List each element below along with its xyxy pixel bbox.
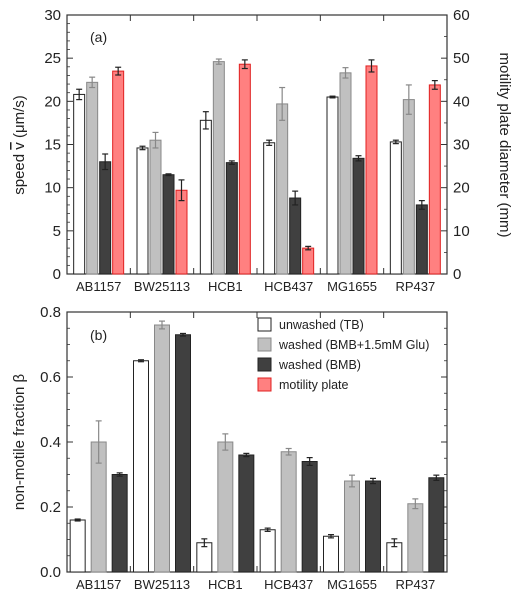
x-tick-label: RP437 — [395, 279, 435, 294]
bar-motility-plate — [112, 70, 125, 275]
legend-label-washed-bmb-glu: washed (BMB+1.5mM Glu) — [278, 338, 429, 352]
y-tick-label: 0.0 — [40, 564, 61, 581]
x-tick-label: BW25113 — [134, 279, 190, 294]
x-tick-label: HCB437 — [264, 577, 313, 592]
legend: unwashed (TB) washed (BMB+1.5mM Glu) washe… — [257, 317, 429, 392]
x-tick-label: HCB1 — [208, 577, 243, 592]
bar-washed-bmb — [111, 474, 128, 573]
panel-b-bars — [69, 324, 445, 573]
x-tick-label: AB1157 — [76, 279, 121, 294]
bar-unwashed-tb — [323, 535, 339, 573]
x-tick-label: RP437 — [395, 577, 435, 592]
right-y-tick-label: 20 — [453, 180, 470, 197]
right-y-tick-label: 60 — [453, 7, 470, 24]
legend-swatch-motility-plate — [257, 377, 272, 392]
legend-swatch-washed-bmb — [257, 357, 272, 372]
y-tick-label: 0 — [53, 266, 61, 283]
bar-unwashed-tb — [326, 96, 339, 275]
bar-motility-plate — [175, 189, 188, 275]
panel-b-y-axis-title: non-motile fraction β — [11, 374, 28, 511]
bar-washed-bmb-glu — [217, 441, 234, 573]
y-tick-label: 0.4 — [40, 434, 61, 451]
bar-washed-bmb-glu — [407, 503, 424, 573]
panel-b-error-bars — [74, 320, 440, 548]
bar-unwashed-tb — [259, 529, 276, 573]
bar-unwashed-tb — [199, 119, 212, 275]
panel-b: (b) 0.0 0.2 0.4 0.6 0.8 AB1157 BW25113 HCB1 HCB… — [11, 304, 448, 592]
y-tick-label: 0.8 — [40, 304, 61, 321]
x-tick-label: BW25113 — [134, 577, 190, 592]
bar-washed-bmb-glu — [276, 103, 289, 275]
panel-a-y-axis-title: speed v (μm/s) — [11, 95, 28, 195]
y-tick-label: 30 — [44, 7, 61, 24]
y-tick-label: 25 — [44, 50, 61, 67]
bar-washed-bmb — [175, 334, 191, 573]
bar-washed-bmb-glu — [154, 324, 170, 573]
y-tick-label: 5 — [53, 223, 61, 240]
panel-a-x-tick-labels: AB1157 BW25113 HCB1 HCB437 MG1655 RP437 — [76, 279, 435, 294]
right-y-tick-label: 0 — [453, 266, 461, 283]
right-y-tick-label: 50 — [453, 50, 470, 67]
panel-b-tag: (b) — [90, 327, 107, 343]
bar-unwashed-tb — [263, 142, 276, 275]
y-tick-label: 0.6 — [40, 369, 61, 386]
panel-b-y-tick-labels: 0.0 0.2 0.4 0.6 0.8 — [40, 304, 61, 581]
right-y-tick-label: 40 — [453, 93, 470, 110]
bar-washed-bmb — [162, 174, 175, 275]
bar-washed-bmb — [301, 461, 318, 573]
bar-unwashed-tb — [69, 519, 86, 573]
x-tick-label: MG1655 — [327, 577, 377, 592]
right-y-tick-label: 10 — [453, 223, 470, 240]
panel-a-right-y-tick-labels: 0 10 20 30 40 50 60 — [453, 7, 470, 283]
bar-washed-bmb-glu — [86, 81, 99, 275]
panel-b-x-tick-labels: AB1157 BW25113 HCB1 HCB437 MG1655 RP437 — [76, 577, 435, 592]
bar-washed-bmb — [352, 157, 365, 275]
v-bar-symbol: v — [11, 142, 28, 150]
bar-washed-bmb — [428, 477, 445, 573]
panel-a-tag: (a) — [90, 29, 107, 45]
y-tick-label: 20 — [44, 93, 61, 110]
y-tick-label: 0.2 — [40, 499, 61, 516]
legend-label-unwashed-tb: unwashed (TB) — [279, 318, 364, 332]
legend-swatch-unwashed-tb — [257, 317, 272, 332]
bar-washed-bmb-glu — [402, 99, 415, 275]
bar-motility-plate — [365, 65, 378, 275]
bar-washed-bmb — [365, 480, 381, 573]
bar-motility-plate — [428, 84, 441, 275]
legend-label-motility-plate: motility plate — [279, 378, 349, 392]
bar-washed-bmb-glu — [149, 139, 162, 275]
right-y-tick-label: 30 — [453, 137, 470, 154]
panel-a-y-tick-labels: 0 5 10 15 20 25 30 — [44, 7, 61, 283]
bar-washed-bmb-glu — [339, 72, 352, 275]
bar-motility-plate — [238, 63, 251, 275]
bar-washed-bmb — [225, 162, 238, 275]
y-tick-label: 15 — [44, 137, 61, 154]
legend-swatch-washed-bmb-glu — [257, 337, 272, 352]
bar-washed-bmb — [238, 454, 255, 573]
x-tick-label: MG1655 — [327, 279, 377, 294]
legend-label-washed-bmb: washed (BMB) — [278, 358, 361, 372]
bar-unwashed-tb — [389, 141, 402, 275]
x-tick-label: HCB437 — [264, 279, 313, 294]
bar-washed-bmb — [99, 161, 112, 275]
bar-washed-bmb — [415, 204, 428, 275]
bar-washed-bmb-glu — [344, 480, 360, 573]
bar-unwashed-tb — [136, 147, 149, 275]
panel-a-right-y-axis-title: motility plate diameter (mm) — [496, 52, 512, 237]
bar-washed-bmb — [289, 197, 302, 275]
panel-a: (a) 0 5 10 15 20 25 30 0 10 20 30 40 50 60 AB1157 BW2… — [11, 7, 512, 294]
panel-a-bars — [73, 61, 441, 275]
x-tick-label: HCB1 — [208, 279, 243, 294]
bar-motility-plate — [302, 247, 315, 275]
bar-unwashed-tb — [133, 360, 149, 573]
panel-a-ticks — [67, 14, 447, 275]
bar-washed-bmb-glu — [280, 451, 297, 573]
bar-washed-bmb-glu — [212, 61, 225, 275]
panel-a-error-bars — [76, 58, 438, 251]
x-tick-label: AB1157 — [76, 577, 121, 592]
bar-unwashed-tb — [73, 93, 86, 275]
y-tick-label: 10 — [44, 180, 61, 197]
